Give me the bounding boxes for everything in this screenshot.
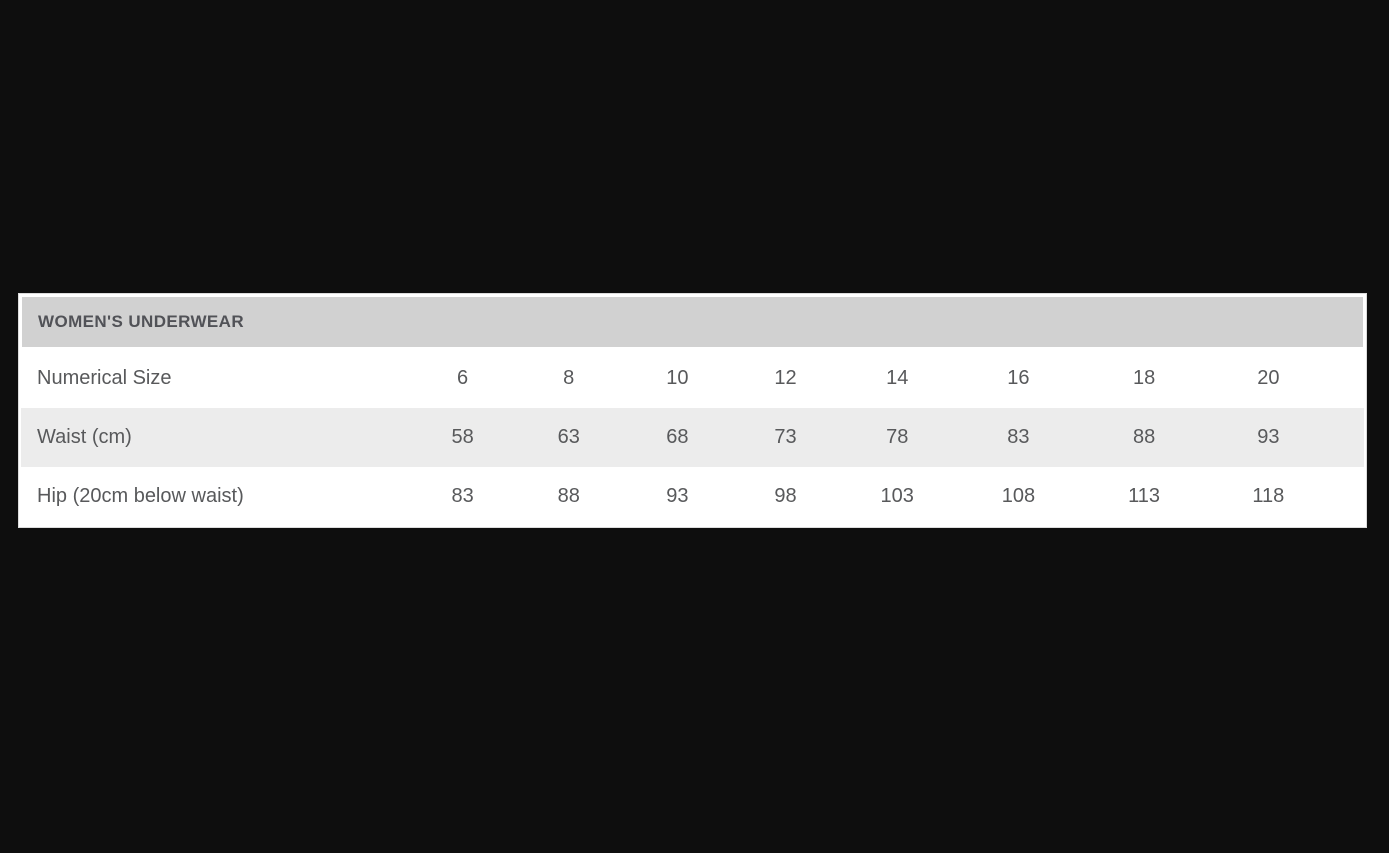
row-label: Waist (cm) bbox=[37, 426, 132, 448]
size-value-cell: 83 bbox=[451, 485, 474, 507]
size-value-cell: 93 bbox=[666, 485, 689, 507]
size-value-cell: 73 bbox=[774, 426, 797, 448]
size-value-cell: 12 bbox=[774, 367, 797, 389]
table-title: WOMEN'S UNDERWEAR bbox=[20, 295, 1365, 349]
size-value-cell: 18 bbox=[1132, 367, 1156, 389]
table-header-row: WOMEN'S UNDERWEAR bbox=[20, 295, 1365, 349]
size-value-cell: 118 bbox=[1252, 485, 1285, 507]
size-value-cell: 14 bbox=[886, 367, 909, 389]
size-value-cell: 108 bbox=[1001, 485, 1036, 507]
table-row-waist: Waist (cm) 58 63 68 73 78 83 88 93 bbox=[21, 408, 1364, 467]
size-value-cell: 16 bbox=[1007, 367, 1030, 389]
size-value-cell: 98 bbox=[774, 485, 797, 507]
size-value-cell: 20 bbox=[1257, 367, 1280, 389]
size-chart-panel: WOMEN'S UNDERWEAR Numerical Size 6 8 10 … bbox=[18, 293, 1367, 528]
size-value-cell: 10 bbox=[666, 367, 689, 389]
size-value-cell: 88 bbox=[557, 485, 580, 507]
size-chart-table: WOMEN'S UNDERWEAR Numerical Size 6 8 10 … bbox=[20, 295, 1365, 526]
size-value-cell: 83 bbox=[1007, 426, 1030, 448]
size-value-cell: 6 bbox=[457, 367, 469, 389]
size-value-cell: 58 bbox=[451, 426, 474, 448]
size-value-cell: 93 bbox=[1257, 426, 1280, 448]
row-label: Hip (20cm below waist) bbox=[37, 485, 244, 507]
size-value-cell: 78 bbox=[886, 426, 909, 448]
size-value-cell: 113 bbox=[1128, 485, 1161, 507]
size-value-cell: 88 bbox=[1132, 426, 1156, 448]
table-row-numerical-size: Numerical Size 6 8 10 12 14 16 18 20 bbox=[21, 348, 1364, 408]
size-value-cell: 68 bbox=[666, 426, 689, 448]
size-value-cell: 8 bbox=[563, 367, 575, 389]
row-label: Numerical Size bbox=[37, 367, 172, 389]
size-value-cell: 63 bbox=[557, 426, 580, 448]
size-value-cell: 103 bbox=[880, 485, 914, 507]
table-row-hip: Hip (20cm below waist) 83 88 93 98 103 1… bbox=[21, 467, 1364, 526]
